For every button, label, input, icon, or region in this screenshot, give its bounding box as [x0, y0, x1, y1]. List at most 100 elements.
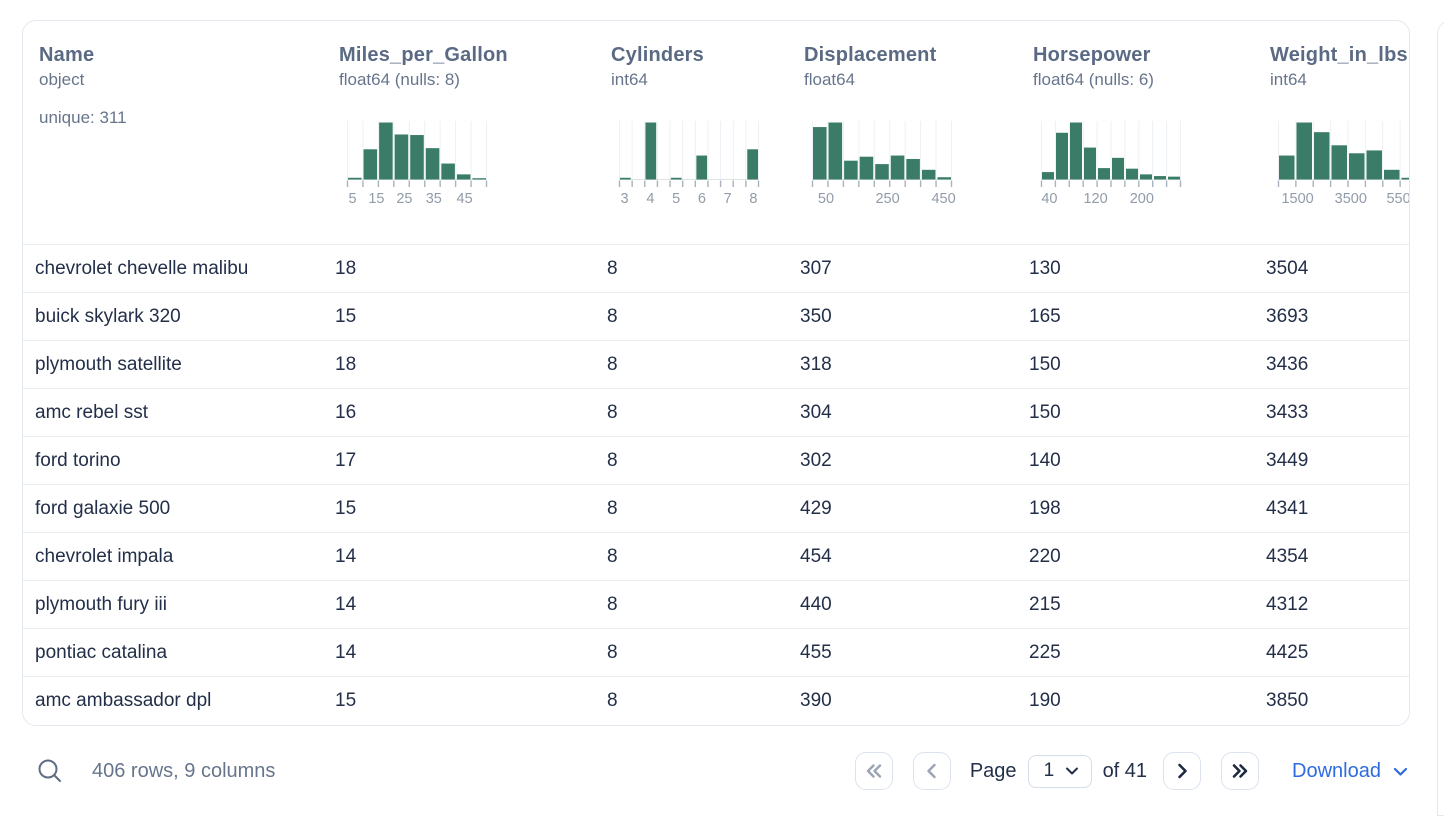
- table-footer: 406 rows, 9 columns Page 1 of 41: [22, 742, 1410, 800]
- column-type: float64 (nulls: 8): [339, 70, 460, 89]
- table-cell: 429: [800, 497, 832, 519]
- table-row[interactable]: ford torino 17 8 302 140 3449: [23, 437, 1409, 485]
- page-label: Page: [969, 759, 1017, 782]
- table-cell: 130: [1029, 257, 1061, 279]
- table-cell: amc rebel sst: [35, 401, 148, 423]
- horsepower-histogram: 40 120 200: [1040, 121, 1182, 207]
- table-row[interactable]: chevrolet chevelle malibu 18 8 307 130 3504: [23, 245, 1409, 293]
- chevron-right-icon: [1178, 763, 1187, 779]
- table-row[interactable]: chevrolet impala 14 8 454 220 4354: [23, 533, 1409, 581]
- column-type: int64: [1270, 70, 1307, 89]
- weight_in_lbs-histogram: 1500 3500 5500: [1277, 121, 1409, 207]
- table-cell: 440: [800, 593, 832, 615]
- svg-text:15: 15: [368, 191, 384, 207]
- table-cell: 190: [1029, 690, 1061, 711]
- column-header-displacement[interactable]: Displacement float64 50 250 450: [788, 21, 1017, 244]
- table-cell: 15: [335, 690, 357, 711]
- svg-text:250: 250: [875, 191, 899, 207]
- table-cell: 8: [607, 641, 618, 663]
- svg-text:3500: 3500: [1335, 191, 1367, 207]
- table-body: chevrolet chevelle malibu 18 8 307 130 3504 bu…: [23, 245, 1409, 725]
- svg-text:50: 50: [818, 191, 834, 207]
- table-cell: 390: [800, 690, 832, 711]
- prev-page-button[interactable]: [912, 752, 951, 790]
- column-header-miles_per_gallon[interactable]: Miles_per_Gallon float64 (nulls: 8) 5 15 25 3…: [323, 21, 595, 244]
- displacement-histogram: 50 250 450: [811, 121, 956, 207]
- svg-text:1500: 1500: [1281, 191, 1313, 207]
- table-cell: pontiac catalina: [35, 641, 168, 663]
- download-button[interactable]: Download: [1292, 760, 1410, 783]
- svg-text:450: 450: [931, 191, 955, 207]
- table-cell: 18: [335, 353, 357, 375]
- column-type: object: [39, 70, 85, 89]
- svg-text:8: 8: [749, 191, 757, 207]
- table-row[interactable]: pontiac catalina 14 8 455 225 4425: [23, 629, 1409, 677]
- table-cell: 3850: [1266, 690, 1309, 711]
- table-cell: 8: [607, 401, 618, 423]
- table-cell: 17: [335, 449, 357, 471]
- table-row[interactable]: amc rebel sst 16 8 304 150 3433: [23, 389, 1409, 437]
- table-cell: buick skylark 320: [35, 305, 181, 327]
- table-cell: 8: [607, 257, 618, 279]
- last-page-button[interactable]: [1221, 752, 1260, 790]
- table-cell: 15: [335, 497, 357, 519]
- pagination: Page 1 of 41 Download: [854, 752, 1410, 790]
- table-row[interactable]: buick skylark 320 15 8 350 165 3693: [23, 293, 1409, 341]
- table-cell: 14: [335, 545, 357, 567]
- page-select[interactable]: 1: [1027, 754, 1092, 788]
- table-cell: 8: [607, 449, 618, 471]
- column-header-cylinders[interactable]: Cylinders int64 3 4 5 6 7 8: [595, 21, 788, 244]
- table-row[interactable]: amc ambassador dpl 15 8 390 190 3850: [23, 677, 1409, 725]
- table-row[interactable]: ford galaxie 500 15 8 429 198 4341: [23, 485, 1409, 533]
- table-cell: 3436: [1266, 353, 1309, 375]
- next-page-button[interactable]: [1163, 752, 1202, 790]
- table-cell: 4341: [1266, 497, 1309, 519]
- table-cell: 304: [800, 401, 832, 423]
- table-cell: 150: [1029, 353, 1061, 375]
- table-cell: ford galaxie 500: [35, 497, 171, 519]
- svg-text:3: 3: [621, 191, 629, 207]
- column-title: Horsepower: [1033, 44, 1151, 66]
- table-row[interactable]: plymouth fury iii 14 8 440 215 4312: [23, 581, 1409, 629]
- data-table-card: Name object unique: 311 Miles_per_Gallon flo…: [22, 20, 1410, 726]
- table-cell: amc ambassador dpl: [35, 690, 212, 711]
- table-cell: 165: [1029, 305, 1061, 327]
- table-cell: 4354: [1266, 545, 1309, 567]
- first-page-button[interactable]: [854, 752, 893, 790]
- svg-text:25: 25: [396, 191, 412, 207]
- column-title: Weight_in_lbs: [1270, 44, 1408, 66]
- table-cell: 225: [1029, 641, 1061, 663]
- column-header-name[interactable]: Name object unique: 311: [23, 21, 323, 244]
- table-cell: plymouth satellite: [35, 353, 182, 375]
- chevron-double-left-icon: [866, 764, 882, 778]
- table-cell: 3449: [1266, 449, 1309, 471]
- column-unique-count: unique: 311: [39, 108, 127, 127]
- table-cell: 215: [1029, 593, 1061, 615]
- svg-text:6: 6: [698, 191, 706, 207]
- page-select-value: 1: [1043, 760, 1055, 781]
- column-header-horsepower[interactable]: Horsepower float64 (nulls: 6) 40 120 200: [1017, 21, 1254, 244]
- table-cell: 302: [800, 449, 832, 471]
- column-type: float64: [804, 70, 856, 89]
- search-icon: [38, 759, 61, 782]
- table-cell: 220: [1029, 545, 1061, 567]
- table-cell: 8: [607, 497, 618, 519]
- table-cell: chevrolet chevelle malibu: [35, 257, 249, 279]
- svg-text:7: 7: [724, 191, 732, 207]
- search-button[interactable]: [34, 755, 66, 787]
- table-cell: plymouth fury iii: [35, 593, 167, 615]
- column-type: float64 (nulls: 6): [1033, 70, 1154, 89]
- column-title: Name: [39, 44, 95, 66]
- table-cell: 8: [607, 305, 618, 327]
- column-header-weight_in_lbs[interactable]: Weight_in_lbs int64 1500 3500 5500: [1254, 21, 1409, 244]
- svg-text:35: 35: [426, 191, 442, 207]
- table-header-row: Name object unique: 311 Miles_per_Gallon flo…: [23, 21, 1409, 245]
- download-label: Download: [1292, 759, 1381, 782]
- svg-text:5: 5: [672, 191, 680, 207]
- table-cell: 455: [800, 641, 832, 663]
- chevron-down-icon: [1065, 767, 1078, 775]
- table-row[interactable]: plymouth satellite 18 8 318 150 3436: [23, 341, 1409, 389]
- page-total-label: of 41: [1102, 759, 1148, 782]
- svg-text:120: 120: [1083, 191, 1107, 207]
- table-cell: 8: [607, 593, 618, 615]
